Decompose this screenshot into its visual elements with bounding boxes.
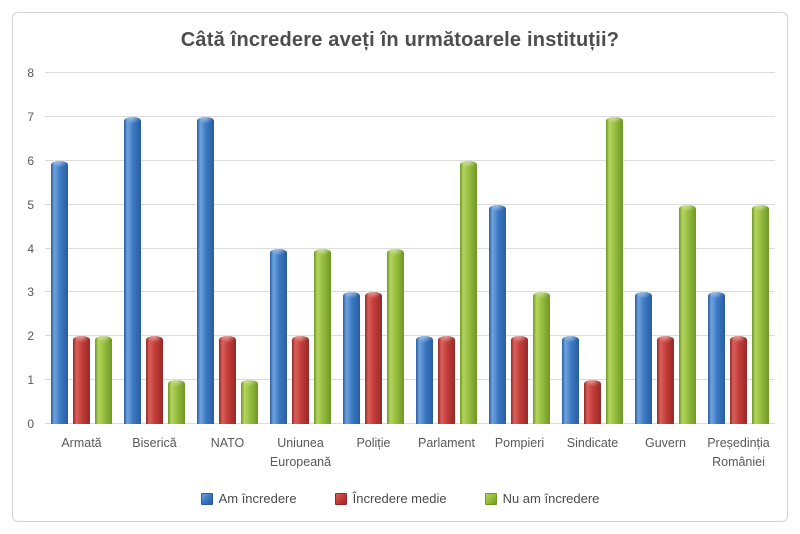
legend-swatch-icon <box>334 492 347 505</box>
legend-label: Încredere medie <box>352 491 447 506</box>
gridline <box>45 159 775 161</box>
legend-item: Am încredere <box>200 491 297 506</box>
y-tick-label: 1 <box>27 373 34 388</box>
bar-series-2-category-0 <box>95 336 112 424</box>
x-category-label: Președinția României <box>707 436 770 469</box>
bar-series-2-category-5 <box>460 160 477 424</box>
gridline <box>45 203 775 205</box>
gridline <box>45 291 775 293</box>
bar-series-1-category-4 <box>365 292 382 424</box>
bar-series-0-category-3 <box>270 248 287 424</box>
legend: Am încredere Încredere medie Nu am încrede… <box>13 491 787 506</box>
bar-series-1-category-6 <box>511 336 528 424</box>
gridline <box>45 379 775 381</box>
gridline <box>45 247 775 249</box>
bar-series-2-category-6 <box>533 292 550 424</box>
bar-group <box>45 73 118 424</box>
bar-group <box>410 73 483 424</box>
bar-group <box>264 73 337 424</box>
x-category-label: NATO <box>210 436 245 450</box>
x-category-label: Poliție <box>356 436 391 450</box>
y-tick-label: 4 <box>27 241 34 256</box>
legend-label: Am încredere <box>218 491 297 506</box>
x-axis-labels: Armată Biserică NATO Uniunea Europeană Poliț… <box>45 434 775 472</box>
legend-swatch-icon <box>200 492 213 505</box>
gridline <box>45 335 775 337</box>
bar-series-2-category-8 <box>679 204 696 424</box>
bar-series-0-category-5 <box>416 336 433 424</box>
bar-series-1-category-3 <box>292 336 309 424</box>
x-category-label: Pompieri <box>494 436 545 450</box>
x-category-label: Guvern <box>645 436 686 450</box>
bar-series-1-category-9 <box>730 336 747 424</box>
y-tick-label: 7 <box>27 109 34 124</box>
bar-series-0-category-7 <box>562 336 579 424</box>
bar-series-1-category-7 <box>584 380 601 424</box>
bar-series-1-category-2 <box>219 336 236 424</box>
legend-swatch-icon <box>484 492 497 505</box>
legend-label: Nu am încredere <box>502 491 600 506</box>
y-tick-label: 8 <box>27 66 34 80</box>
x-category-label: Armată <box>61 436 102 450</box>
legend-item: Încredere medie <box>334 491 447 506</box>
bar-series-1-category-1 <box>146 336 163 424</box>
gridline <box>45 72 775 73</box>
gridline <box>45 423 775 424</box>
bar-group <box>483 73 556 424</box>
bar-series-2-category-2 <box>241 380 258 424</box>
bar-series-2-category-3 <box>314 248 331 424</box>
bar-series-2-category-4 <box>387 248 404 424</box>
bar-series-0-category-2 <box>197 116 214 424</box>
bar-series-0-category-9 <box>708 292 725 424</box>
y-tick-label: 6 <box>27 153 34 168</box>
bar-group <box>337 73 410 424</box>
bar-series-0-category-0 <box>51 160 68 424</box>
bar-series-0-category-1 <box>124 116 141 424</box>
y-tick-label: 2 <box>27 329 34 344</box>
y-tick-label: 3 <box>27 285 34 300</box>
chart-title: Câtă încredere aveți în următoarele inst… <box>180 29 620 51</box>
bar-series-1-category-5 <box>438 336 455 424</box>
bar-series-2-category-9 <box>752 204 769 424</box>
x-category-label: Parlament <box>418 436 475 450</box>
bar-group <box>556 73 629 424</box>
bar-series-1-category-0 <box>73 336 90 424</box>
bar-group <box>702 73 775 424</box>
bar-series-0-category-4 <box>343 292 360 424</box>
bar-group <box>191 73 264 424</box>
bar-group <box>629 73 702 424</box>
bar-series-2-category-7 <box>606 116 623 424</box>
chart-panel: Câtă încredere aveți în următoarele inst… <box>12 12 788 522</box>
x-category-label: Sindicate <box>566 436 619 450</box>
bar-group <box>118 73 191 424</box>
legend-item: Nu am încredere <box>484 491 600 506</box>
bar-series-2-category-1 <box>168 380 185 424</box>
bar-series-0-category-6 <box>489 204 506 424</box>
x-category-label: Biserică <box>132 436 177 450</box>
plot-area <box>45 72 775 424</box>
bar-series-1-category-8 <box>657 336 674 424</box>
y-tick-label: 0 <box>27 417 34 431</box>
y-tick-label: 5 <box>27 197 34 212</box>
y-axis: 0 1 2 3 4 5 6 7 8 <box>13 67 37 430</box>
x-category-label: Uniunea Europeană <box>269 436 332 469</box>
bar-series-0-category-8 <box>635 292 652 424</box>
gridline <box>45 115 775 117</box>
